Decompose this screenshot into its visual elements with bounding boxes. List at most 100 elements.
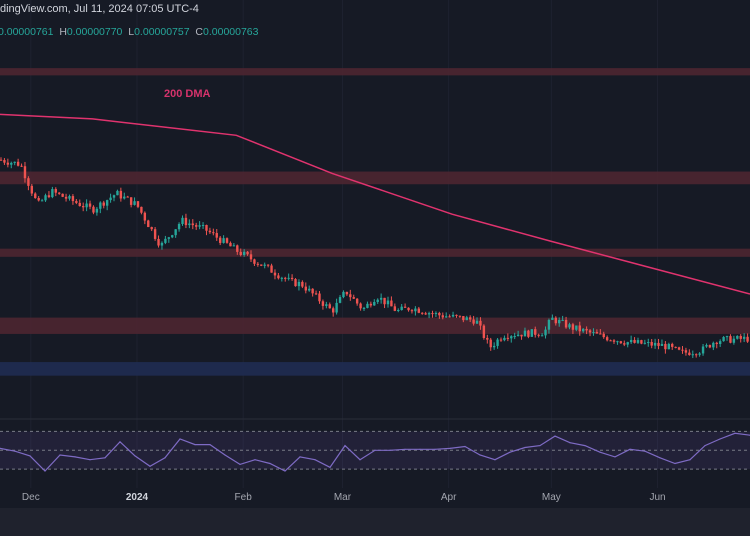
rsi-point [269,462,271,465]
rsi-point [464,445,466,448]
resistance-zone [0,171,750,185]
candle-body [513,336,516,338]
candle-body [345,291,349,295]
candle-body [551,317,554,320]
resistance-zone [0,68,750,76]
rsi-point [29,455,31,457]
candle-body [95,208,99,213]
candle-body [105,200,109,206]
candle-body [44,195,47,201]
candle-body [198,225,201,227]
rsi-point [374,449,376,451]
candle-body [742,336,746,339]
candle-body [20,165,23,167]
rsi-point [509,451,511,453]
candle-body [407,307,410,311]
rsi-point [614,456,616,458]
candle-body [561,319,564,321]
candle-body [383,297,386,305]
rsi-point [209,444,211,446]
rsi-point [659,457,661,459]
candle-body [616,341,619,343]
rsi-point [134,455,136,457]
time-axis[interactable]: Dec 2024 Feb Mar Apr May Jun [0,488,750,508]
rsi-point [644,450,646,452]
candle-body [68,196,71,199]
candle-body [736,335,739,339]
candle-body [10,162,13,165]
price-zones [0,68,750,376]
candle-body [647,341,650,343]
rsi-point [149,465,151,467]
rsi-point [314,459,316,461]
candle-body [273,272,277,276]
candle-body [489,339,492,348]
candle-body [136,201,140,207]
rsi-point [104,457,106,459]
price-chart[interactable] [0,0,750,508]
candle-body [116,190,119,196]
candle-body [434,312,438,314]
candle-body [54,189,57,193]
rsi-point [389,449,391,451]
candle-body [153,229,157,239]
rsi-pane [0,418,750,472]
candle-body [126,196,129,198]
time-tick: Mar [333,492,352,503]
candle-body [479,320,482,326]
candle-body [623,343,626,345]
candle-body [671,343,674,347]
candle-body [369,303,373,306]
candle-body [123,196,126,199]
candle-body [318,293,321,302]
rsi-point [89,459,91,461]
candle-body [181,217,184,224]
candle-body [218,237,222,243]
candle-body [232,245,236,247]
candle-body [523,330,527,337]
candle-body [0,159,3,161]
candle-body [355,298,359,304]
time-tick: May [541,492,561,503]
candle-body [746,336,749,342]
candle-body [366,303,369,308]
candle-body [421,312,424,314]
candle-body [595,332,599,334]
candle-body [328,304,331,309]
candle-body [677,347,681,350]
candle-body [547,319,551,330]
candle-body [253,259,256,264]
candle-body [558,320,561,324]
candle-body [212,232,215,234]
candle-body [311,288,314,294]
candle-body [40,200,44,202]
time-tick: Apr [440,492,457,503]
candle-body [376,299,379,302]
candle-body [23,166,27,179]
candle-body [448,316,451,318]
candle-body [239,251,242,255]
candle-body [530,329,534,337]
candle-body [229,242,232,247]
candle-body [438,312,441,316]
candle-body [441,315,444,318]
candle-body [715,342,718,344]
candle-body [403,306,407,308]
candle-body [92,206,95,213]
rsi-point [599,451,601,453]
candle-body [650,341,653,346]
candle-body [47,195,51,198]
time-tick: 2024 [125,492,149,503]
rsi-point [119,441,121,443]
candle-body [681,349,684,351]
candle-body [688,352,691,356]
candle-body [592,332,595,334]
rsi-point [224,454,226,456]
candle-body [290,277,294,280]
rsi-point [239,463,241,466]
candle-body [609,340,612,342]
candle-body [482,325,486,338]
rsi-point [14,450,16,452]
candle-body [410,310,414,312]
candle-body [284,277,287,279]
